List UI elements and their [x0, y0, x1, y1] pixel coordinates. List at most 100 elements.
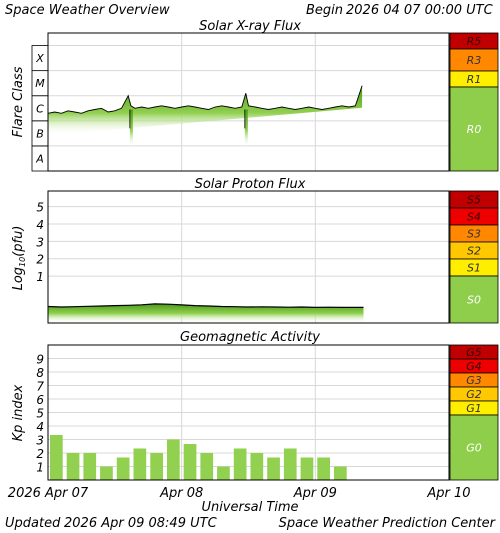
scale-label-s3: S3 [467, 228, 481, 241]
xray-class-label-x: X [35, 52, 44, 65]
kp-bar-15 [300, 457, 314, 480]
kp-bar-8 [183, 444, 197, 480]
xray-class-label-c: C [36, 102, 44, 115]
begin-date: 2026 04 07 00:00 UTC [346, 3, 494, 18]
proton-ylabel-sub: 10 [18, 257, 27, 267]
kp-title: Geomagnetic Activity [180, 330, 320, 345]
proton-plot-frame [47, 190, 450, 324]
xray-class-label-a: A [35, 152, 44, 165]
kp-gridlines [48, 345, 449, 480]
kp-bar-10 [217, 466, 230, 480]
xray-radio-blackout-scale: R5 R3 R1 R0 [449, 32, 499, 172]
time-tick-1: Apr 08 [159, 486, 203, 501]
xray-flux-line [47, 85, 363, 114]
proton-ylabel: Log10(pfu) [11, 226, 27, 291]
scale-label-g0: G0 [466, 442, 482, 455]
xray-class-label-b: B [36, 127, 44, 140]
xray-dip-1 [244, 109, 248, 148]
kp-bar-1 [66, 453, 80, 480]
xray-plot-frame [47, 32, 450, 172]
scale-label-s1: S1 [467, 262, 481, 275]
kp-tick-9: 9 [36, 353, 44, 367]
kp-bar-2 [83, 453, 97, 480]
scale-label-s4: S4 [467, 211, 481, 224]
kp-bar-7 [167, 439, 180, 480]
xray-gridlines [48, 33, 449, 171]
proton-tick-1: 1 [36, 270, 44, 284]
scale-cell-g0 [449, 414, 499, 481]
proton-flux-area [47, 303, 364, 323]
proton-gridlines [48, 191, 449, 323]
kp-bar-13 [267, 457, 280, 480]
kp-bar-5 [133, 448, 147, 480]
scale-label-g3: G3 [466, 374, 482, 387]
kp-tick-8: 8 [36, 366, 44, 380]
time-tick-0: 2026 Apr 07 [8, 486, 89, 501]
scale-label-g4: G4 [466, 360, 482, 373]
kp-bar-3 [100, 466, 113, 480]
time-tick-3: Apr 10 [426, 486, 470, 501]
proton-tick-5: 5 [36, 201, 44, 215]
kp-tick-5: 5 [36, 407, 44, 421]
time-tick-2: Apr 09 [293, 486, 337, 501]
scale-label-r0: R0 [467, 123, 482, 136]
kp-tick-7: 7 [36, 380, 44, 394]
scale-label-s2: S2 [467, 245, 481, 258]
updated-date: 2026 Apr 09 08:49 UTC [64, 516, 218, 531]
begin-label: Begin [306, 3, 343, 18]
proton-tick-3: 3 [36, 235, 44, 249]
kp-plot-frame [47, 344, 450, 481]
scale-label-r1: R1 [467, 73, 482, 86]
kp-bar-0 [50, 435, 63, 480]
proton-tick-2: 2 [36, 253, 44, 267]
updated-label: Updated [5, 516, 61, 531]
xray-dip-0 [129, 109, 133, 148]
kp-bar-6 [150, 453, 163, 480]
xray-title: Solar X-ray Flux [199, 19, 301, 34]
proton-tick-4: 4 [36, 218, 44, 232]
kp-bar-12 [250, 453, 264, 480]
kp-tick-2: 2 [36, 447, 44, 461]
kp-bar-11 [233, 448, 247, 480]
scale-cell-s0 [449, 275, 499, 324]
scale-label-r3: R3 [467, 54, 482, 67]
xray-flux-fill [48, 85, 363, 136]
xray-class-label-m: M [35, 77, 45, 90]
scale-label-g2: G2 [466, 388, 482, 401]
scale-label-r5: R5 [467, 35, 482, 48]
scale-label-g1: G1 [466, 402, 482, 415]
scale-label-g5: G5 [466, 346, 482, 359]
proton-title: Solar Proton Flux [195, 177, 306, 192]
time-axis-ticks: 2026 Apr 07 Apr 08 Apr 09 Apr 10 [8, 486, 471, 501]
kp-tick-4: 4 [36, 420, 44, 434]
kp-bar-17 [334, 466, 347, 480]
proton-ticks: 1 2 3 4 5 [36, 201, 44, 284]
time-axis-title: Universal Time [201, 500, 298, 515]
prediction-center: Space Weather Prediction Center [279, 516, 497, 531]
xray-ylabel: Flare Class [11, 66, 26, 137]
kp-bar-16 [317, 457, 330, 480]
scale-label-s0: S0 [467, 294, 481, 307]
kp-tick-3: 3 [36, 434, 44, 448]
proton-solar-radiation-scale: S5 S4 S3 S2 S1 S0 [449, 190, 499, 324]
kp-bars [50, 435, 347, 480]
kp-bar-14 [283, 448, 297, 480]
kp-tick-1: 1 [36, 461, 44, 475]
scale-cell-r0 [449, 86, 499, 172]
proton-ylabel-log: Log [11, 267, 26, 290]
proton-ylabel-unit: (pfu) [11, 226, 26, 257]
xray-flux-area [47, 85, 363, 148]
kp-bar-4 [116, 457, 130, 480]
scale-label-s5: S5 [467, 194, 481, 207]
proton-flux-line [47, 303, 364, 309]
geomagnetic-panel: Geomagnetic Activity Kp index 123456789 … [11, 330, 499, 481]
proton-flux-fill [48, 303, 364, 323]
kp-ylabel: Kp index [11, 384, 26, 441]
overview-title: Space Weather Overview [5, 3, 170, 18]
